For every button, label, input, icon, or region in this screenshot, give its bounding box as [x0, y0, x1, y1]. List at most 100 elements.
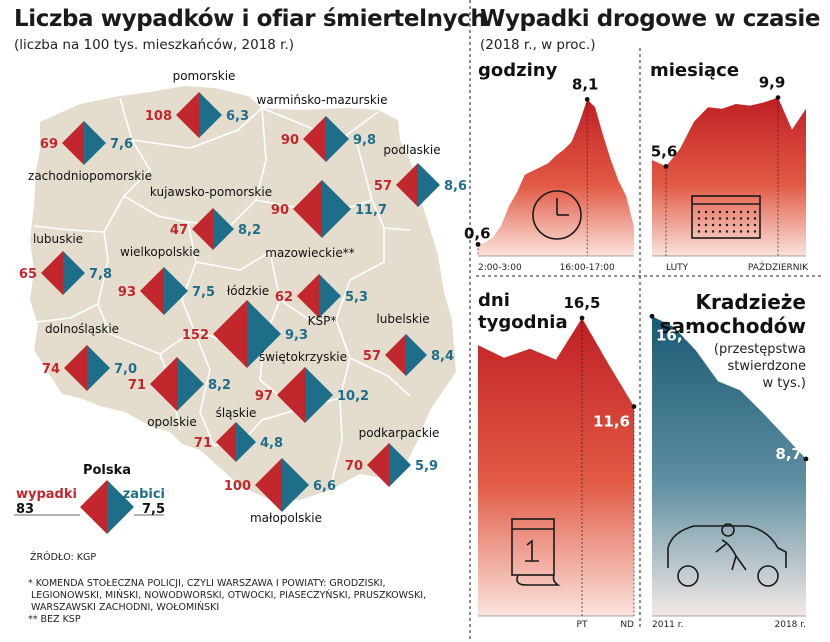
data-point [579, 315, 585, 321]
fatalities-half [389, 443, 411, 487]
footnote-mazowieckie: ** BEZ KSP [28, 614, 81, 625]
weekdays-area [478, 318, 634, 616]
calendar-dot [718, 223, 722, 227]
region-marker: 57 8,4 lubelskie [363, 312, 454, 376]
region-name: małopolskie [250, 511, 322, 525]
calendar-dot [739, 217, 743, 220]
region-name: mazowieckie** [265, 246, 354, 260]
region-marker: 74 7,0 dolnośląskie [42, 322, 137, 391]
region-name: zachodniopomorskie [28, 169, 152, 183]
tick-label: PAŹDZIERNIK [748, 261, 809, 273]
fatalities-half [199, 92, 222, 138]
region-fatalities-value: 8,6 [444, 179, 466, 194]
months-area [652, 97, 806, 256]
region-name: lubelskie [376, 312, 429, 326]
weekdays-title-line2: tygodnia [478, 312, 568, 333]
legend-accidents-label: wypadki [16, 487, 77, 502]
calendar-dot [697, 230, 701, 233]
region-marker: 71 8,2 opolskie [128, 357, 231, 429]
footnote-ksp: * KOMENDA STOŁECZNA POLICJI, CZYLI WARSZ… [28, 578, 386, 589]
map-subtitle: (liczba na 100 tys. mieszkańców, 2018 r.… [14, 37, 295, 53]
calendar-dot [697, 217, 701, 220]
region-name: podkarpackie [359, 426, 440, 440]
calendar-dot [746, 223, 750, 227]
calendar-dot [718, 210, 722, 214]
region-marker: 108 6,3 pomorskie [145, 69, 249, 138]
region-fatalities-value: 8,2 [208, 378, 231, 393]
map-title: Liczba wypadków i ofiar śmiertelnych [14, 6, 487, 32]
calendar-dot [711, 230, 715, 233]
tick-label: 2018 r. [775, 620, 807, 630]
calendar-dot [739, 230, 743, 233]
fatalities-half [63, 251, 85, 295]
region-name: łódzkie [227, 284, 269, 298]
accidents-half [367, 443, 389, 487]
region-accidents-value: 62 [275, 290, 293, 305]
fatalities-half [406, 334, 427, 376]
car-thief-icon [667, 523, 787, 587]
border-line [355, 139, 411, 231]
tick-label: LUTY [666, 263, 689, 273]
region-fatalities-value: 11,7 [355, 203, 387, 218]
calendar-dot [732, 230, 736, 233]
border-line [329, 397, 343, 491]
accidents-half [277, 367, 305, 423]
region-name: kujawsko-pomorskie [150, 185, 272, 199]
data-label: 11,6 [593, 413, 630, 431]
legend-fatalities-label: zabici [123, 487, 165, 502]
border-line [33, 225, 109, 323]
region-fatalities-value: 7,8 [89, 267, 112, 282]
region-accidents-value: 57 [374, 179, 392, 194]
fatalities-half [236, 422, 256, 462]
hours-area [478, 99, 634, 257]
region-name: opolskie [147, 415, 197, 429]
calendar-dot [753, 223, 757, 227]
data-point [649, 313, 655, 319]
region-name: świętokrzyskie [259, 350, 347, 364]
accidents-half [62, 121, 84, 165]
region-marker: 70 5,9 podkarpackie [345, 426, 440, 487]
region-fatalities-value: 8,4 [431, 349, 454, 364]
accidents-half [216, 422, 236, 462]
chart-hours: godziny 0,6 8,1 2:00-3:00 16:00-17:00 [464, 60, 634, 273]
calendar-dot [753, 217, 757, 220]
calendar-dot [746, 230, 750, 233]
region-markers: 69 7,6 zachodniopomorskie 108 6,3 pomorskie 90… [19, 69, 466, 525]
accidents-half [213, 300, 247, 368]
region-fatalities-value: 6,3 [226, 109, 249, 124]
region-fatalities-value: 10,2 [337, 389, 369, 404]
fatalities-half [319, 274, 341, 318]
accidents-half [297, 274, 319, 318]
tick-label: PT [577, 620, 588, 630]
footnote-ksp-cont-1: LEGIONOWSKI, MIŃSKI, NOWODWORSKI, OTWOCK… [31, 590, 427, 601]
accidents-half [192, 208, 213, 250]
map-land [30, 86, 456, 500]
legend-accidents-value: 83 [16, 502, 34, 517]
accidents-half [303, 116, 326, 162]
calendar-dot [739, 223, 743, 227]
region-accidents-value: 93 [118, 285, 136, 300]
thefts-subtitle-line3: w tys.) [762, 376, 806, 391]
region-fatalities-value: 8,2 [238, 223, 261, 238]
data-point [775, 95, 781, 100]
region-marker: 62 5,3 KSP* [275, 274, 368, 328]
tick-label: 16:00-17:00 [560, 263, 615, 273]
region-fatalities-value: 6,6 [313, 479, 336, 494]
calendar-dot [711, 210, 715, 214]
region-fatalities-value: 7,5 [192, 285, 215, 300]
calendar-dot [739, 210, 743, 214]
region-accidents-value: 71 [194, 436, 212, 451]
region-fatalities-value: 9,3 [285, 328, 308, 343]
calendar-dot [732, 217, 736, 220]
legend-fatalities-value: 7,5 [142, 502, 165, 517]
region-accidents-value: 74 [42, 362, 60, 377]
data-label: 8,7 [775, 445, 802, 463]
data-label: 16,5 [563, 294, 600, 312]
chart-weekdays: dni tygodnia 16,5 11,6 PT ND [478, 290, 637, 630]
chart-months: miesiące 5,6 9,9 LUTY PAŹDZIERNIK [650, 60, 809, 273]
region-marker: 152 9,3 łódzkie [182, 284, 308, 368]
map-legend: Polska wypadki 83 zabici 7,5 [14, 463, 165, 534]
calendar-dot [718, 230, 722, 233]
tick-label: 2:00-3:00 [478, 263, 522, 273]
fatalities-half [418, 163, 440, 207]
